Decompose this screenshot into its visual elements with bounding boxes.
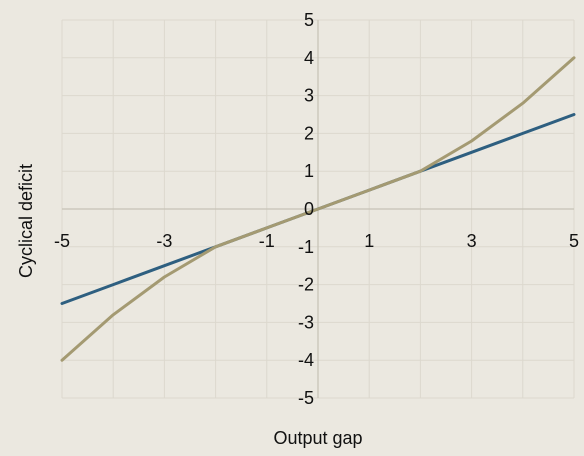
y-tick-label: -4: [298, 350, 314, 370]
series-line-2: [60, 56, 576, 362]
x-tick-label: -3: [156, 231, 172, 251]
x-axis-label: Output gap: [273, 428, 362, 448]
x-tick-label: -1: [259, 231, 275, 251]
y-axis-label: Cyclical deficit: [16, 164, 36, 278]
y-tick-label: -3: [298, 312, 314, 332]
y-tick-label: -1: [298, 237, 314, 257]
x-tick-label: -5: [54, 231, 70, 251]
x-tick-label: 3: [467, 231, 477, 251]
y-tick-label: -2: [298, 275, 314, 295]
y-tick-label: 3: [304, 86, 314, 106]
y-tick-label: 2: [304, 123, 314, 143]
x-tick-label: 5: [569, 231, 579, 251]
y-tick-label: 4: [304, 48, 314, 68]
x-tick-label: 1: [364, 231, 374, 251]
y-tick-label: 5: [304, 10, 314, 30]
y-tick-label: 0: [304, 199, 314, 219]
series: [60, 56, 576, 362]
y-tick-label: 1: [304, 161, 314, 181]
tick-labels: -5 -3 -1 1 3 5 5 4 3 2 1 0 -1 -2 -3 -4 -5: [54, 10, 579, 408]
y-tick-label: -5: [298, 388, 314, 408]
